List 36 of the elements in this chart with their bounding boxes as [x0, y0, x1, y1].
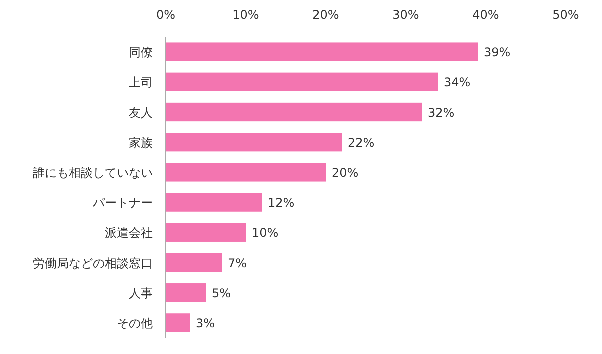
bar [166, 133, 342, 152]
bar [166, 253, 222, 272]
x-tick-label: 30% [392, 8, 420, 22]
y-tick-label: その他 [117, 316, 153, 330]
y-tick-label: 同僚 [129, 46, 153, 60]
data-label: 10% [252, 226, 279, 240]
data-label: 3% [196, 316, 216, 330]
x-tick-label: 20% [312, 8, 340, 22]
y-tick-label: 人事 [129, 286, 153, 300]
data-label: 7% [228, 256, 248, 270]
x-tick-label: 40% [472, 8, 500, 22]
y-tick-label: 友人 [129, 106, 153, 120]
y-tick-label: 誰にも相談していない [33, 166, 153, 180]
data-label: 32% [428, 106, 455, 120]
data-label: 22% [348, 136, 375, 150]
data-label: 20% [332, 166, 359, 180]
data-label: 5% [212, 286, 232, 300]
x-tick-label: 10% [232, 8, 260, 22]
bar [166, 223, 246, 242]
y-tick-label: 派遣会社 [105, 226, 153, 240]
bar [166, 72, 438, 92]
data-label: 39% [484, 46, 511, 60]
bar [166, 42, 478, 62]
data-label: 12% [268, 196, 295, 210]
y-tick-label: 家族 [129, 136, 153, 150]
bar [166, 314, 190, 332]
y-tick-label: 労働局などの相談窓口 [33, 256, 153, 270]
y-tick-label: 上司 [129, 76, 153, 90]
bar [166, 102, 422, 122]
x-tick-label: 0% [156, 8, 176, 22]
x-tick-label: 50% [552, 8, 580, 22]
data-label: 34% [444, 76, 471, 90]
bar [166, 163, 326, 182]
bar [166, 193, 262, 212]
bar [166, 284, 206, 302]
y-tick-label: パートナー [92, 196, 153, 210]
